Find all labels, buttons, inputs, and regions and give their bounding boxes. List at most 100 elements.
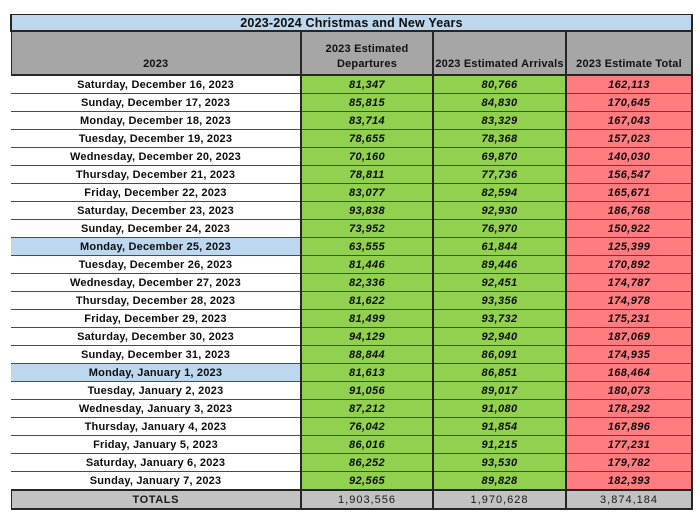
- arrivals-cell: 83,329: [433, 111, 567, 130]
- totals-label: TOTALS: [10, 489, 302, 510]
- arrivals-cell: 91,854: [433, 417, 567, 436]
- table-row: Saturday, December 30, 2023 94,129 92,94…: [11, 327, 694, 346]
- arrivals-cell: 84,830: [433, 93, 567, 112]
- total-cell: 150,922: [566, 219, 694, 238]
- date-cell: Sunday, December 24, 2023: [11, 219, 302, 238]
- departures-cell: 81,446: [301, 255, 434, 274]
- arrivals-cell: 89,828: [433, 471, 567, 491]
- departures-cell: 70,160: [301, 147, 434, 166]
- total-cell: 156,547: [566, 165, 694, 184]
- date-cell: Tuesday, January 2, 2023: [11, 381, 302, 400]
- table-row: Sunday, December 24, 2023 73,952 76,970 …: [11, 219, 694, 238]
- date-cell: Monday, January 1, 2023: [11, 363, 302, 382]
- table-row: Friday, December 22, 2023 83,077 82,594 …: [11, 183, 694, 202]
- departures-cell: 76,042: [301, 417, 434, 436]
- total-cell: 179,782: [566, 453, 694, 472]
- departures-cell: 78,655: [301, 129, 434, 148]
- departures-cell: 83,077: [301, 183, 434, 202]
- totals-arrivals: 1,970,628: [432, 489, 567, 510]
- table-body: Saturday, December 16, 2023 81,347 80,76…: [11, 75, 694, 491]
- arrivals-cell: 92,451: [433, 273, 567, 292]
- table-row: Friday, December 29, 2023 81,499 93,732 …: [11, 309, 694, 328]
- date-cell: Sunday, January 7, 2023: [11, 471, 302, 491]
- holiday-travel-sheet: 2023-2024 Christmas and New Years 2023 2…: [9, 14, 694, 510]
- departures-cell: 86,252: [301, 453, 434, 472]
- arrivals-cell: 69,870: [433, 147, 567, 166]
- departures-cell: 81,499: [301, 309, 434, 328]
- departures-cell: 94,129: [301, 327, 434, 346]
- date-cell: Saturday, December 30, 2023: [11, 327, 302, 346]
- arrivals-cell: 78,368: [433, 129, 567, 148]
- total-cell: 168,464: [566, 363, 694, 382]
- arrivals-cell: 86,091: [433, 345, 567, 364]
- date-cell: Saturday, January 6, 2023: [11, 453, 302, 472]
- total-cell: 167,896: [566, 417, 694, 436]
- table-row: Tuesday, January 2, 2023 91,056 89,017 1…: [11, 381, 694, 400]
- table-row: Thursday, December 21, 2023 78,811 77,73…: [11, 165, 694, 184]
- departures-cell: 81,622: [301, 291, 434, 310]
- arrivals-cell: 86,851: [433, 363, 567, 382]
- date-cell: Tuesday, December 26, 2023: [11, 255, 302, 274]
- column-header-total: 2023 Estimate Total: [564, 30, 694, 76]
- total-cell: 187,069: [566, 327, 694, 346]
- arrivals-cell: 93,530: [433, 453, 567, 472]
- total-cell: 177,231: [566, 435, 694, 454]
- column-header-date: 2023: [10, 30, 302, 76]
- table-row: Sunday, December 17, 2023 85,815 84,830 …: [11, 93, 694, 112]
- departures-cell: 78,811: [301, 165, 434, 184]
- table-row: Saturday, December 16, 2023 81,347 80,76…: [11, 75, 694, 94]
- departures-cell: 85,815: [301, 93, 434, 112]
- holiday-travel-table: 2023-2024 Christmas and New Years 2023 2…: [9, 14, 694, 510]
- date-cell: Thursday, December 21, 2023: [11, 165, 302, 184]
- table-row: Monday, January 1, 2023 81,613 86,851 16…: [11, 363, 694, 382]
- departures-cell: 82,336: [301, 273, 434, 292]
- arrivals-cell: 89,017: [433, 381, 567, 400]
- departures-cell: 87,212: [301, 399, 434, 418]
- date-cell: Friday, December 29, 2023: [11, 309, 302, 328]
- departures-cell: 88,844: [301, 345, 434, 364]
- total-cell: 186,768: [566, 201, 694, 220]
- date-cell: Saturday, December 23, 2023: [11, 201, 302, 220]
- date-cell: Sunday, December 31, 2023: [11, 345, 302, 364]
- departures-cell: 81,613: [301, 363, 434, 382]
- table-row: Sunday, January 7, 2023 92,565 89,828 18…: [11, 471, 694, 491]
- total-cell: 167,043: [566, 111, 694, 130]
- arrivals-cell: 61,844: [433, 237, 567, 256]
- total-cell: 157,023: [566, 129, 694, 148]
- total-cell: 174,787: [566, 273, 694, 292]
- arrivals-cell: 89,446: [433, 255, 567, 274]
- departures-cell: 86,016: [301, 435, 434, 454]
- total-cell: 174,935: [566, 345, 694, 364]
- departures-cell: 91,056: [301, 381, 434, 400]
- departures-cell: 73,952: [301, 219, 434, 238]
- date-cell: Wednesday, December 20, 2023: [11, 147, 302, 166]
- total-cell: 174,978: [566, 291, 694, 310]
- table-row: Saturday, January 6, 2023 86,252 93,530 …: [11, 453, 694, 472]
- total-cell: 175,231: [566, 309, 694, 328]
- departures-cell: 92,565: [301, 471, 434, 491]
- total-cell: 180,073: [566, 381, 694, 400]
- arrivals-cell: 82,594: [433, 183, 567, 202]
- arrivals-cell: 91,080: [433, 399, 567, 418]
- total-cell: 170,892: [566, 255, 694, 274]
- date-cell: Saturday, December 16, 2023: [11, 75, 302, 94]
- totals-departures: 1,903,556: [300, 489, 434, 510]
- arrivals-cell: 93,356: [433, 291, 567, 310]
- table-row: Wednesday, December 27, 2023 82,336 92,4…: [11, 273, 694, 292]
- total-cell: 140,030: [566, 147, 694, 166]
- table-row: Sunday, December 31, 2023 88,844 86,091 …: [11, 345, 694, 364]
- date-cell: Thursday, January 4, 2023: [11, 417, 302, 436]
- arrivals-cell: 92,940: [433, 327, 567, 346]
- date-cell: Friday, January 5, 2023: [11, 435, 302, 454]
- departures-cell: 81,347: [301, 75, 434, 94]
- table-row: Wednesday, December 20, 2023 70,160 69,8…: [11, 147, 694, 166]
- table-row: Tuesday, December 26, 2023 81,446 89,446…: [11, 255, 694, 274]
- title-row: 2023-2024 Christmas and New Years: [9, 14, 694, 32]
- arrivals-cell: 91,215: [433, 435, 567, 454]
- date-cell: Monday, December 25, 2023: [11, 237, 302, 256]
- total-cell: 125,399: [566, 237, 694, 256]
- table-row: Thursday, December 28, 2023 81,622 93,35…: [11, 291, 694, 310]
- column-header-arrivals: 2023 Estimated Arrivals: [432, 30, 567, 76]
- arrivals-cell: 80,766: [433, 75, 567, 94]
- table-row: Friday, January 5, 2023 86,016 91,215 17…: [11, 435, 694, 454]
